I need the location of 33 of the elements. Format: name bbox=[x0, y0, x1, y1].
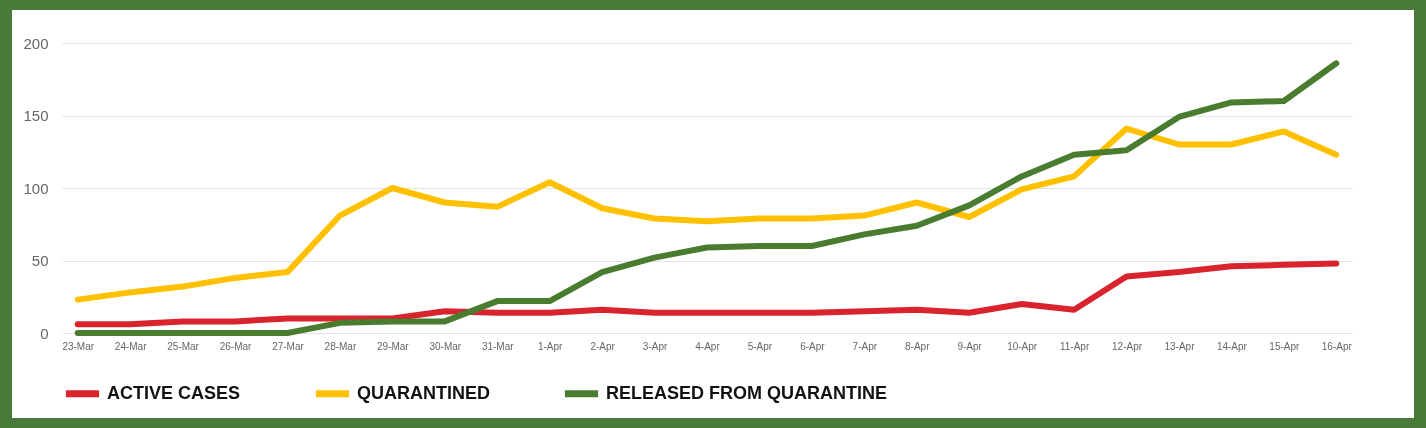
x-tick-label: 28-Mar bbox=[324, 340, 357, 352]
legend-label: QUARANTINED bbox=[357, 382, 490, 403]
x-tick-label: 6-Apr bbox=[800, 340, 826, 352]
x-tick-label: 16-Apr bbox=[1321, 340, 1353, 352]
x-tick-label: 29-Mar bbox=[377, 340, 410, 352]
y-tick-label: 200 bbox=[23, 34, 49, 52]
x-tick-label: 27-Mar bbox=[272, 340, 305, 352]
x-tick-label: 11-Apr bbox=[1059, 340, 1090, 352]
x-tick-label: 24-Mar bbox=[114, 340, 148, 352]
legend-label: ACTIVE CASES bbox=[107, 382, 241, 403]
x-tick-label: 12-Apr bbox=[1112, 340, 1143, 352]
x-tick-label: 26-Mar bbox=[219, 340, 253, 352]
x-tick-label: 13-Apr bbox=[1164, 340, 1196, 352]
x-tick-label: 25-Mar bbox=[167, 340, 200, 352]
y-tick-label: 50 bbox=[31, 252, 49, 269]
x-tick-label: 1-Apr bbox=[537, 340, 564, 352]
x-tick-label: 10-Apr bbox=[1007, 340, 1038, 352]
y-tick-label: 0 bbox=[40, 324, 49, 342]
x-tick-label: 5-Apr bbox=[747, 340, 773, 352]
x-tick-label: 31-Mar bbox=[481, 340, 515, 352]
y-tick-label: 100 bbox=[23, 179, 49, 197]
x-tick-label: 15-Apr bbox=[1269, 340, 1301, 352]
x-tick-label: 14-Apr bbox=[1216, 340, 1248, 352]
x-tick-label: 9-Apr bbox=[957, 340, 983, 352]
x-tick-label: 3-Apr bbox=[642, 340, 668, 352]
x-tick-label: 30-Mar bbox=[429, 340, 462, 352]
x-tick-label: 8-Apr bbox=[905, 340, 931, 352]
x-tick-label: 7-Apr bbox=[852, 340, 878, 352]
x-tick-label: 2-Apr bbox=[590, 340, 616, 352]
x-tick-label: 23-Mar bbox=[62, 340, 95, 352]
y-tick-label: 150 bbox=[23, 107, 49, 124]
legend-label: RELEASED FROM QUARANTINE bbox=[606, 382, 888, 403]
x-tick-label: 4-Apr bbox=[695, 340, 721, 352]
